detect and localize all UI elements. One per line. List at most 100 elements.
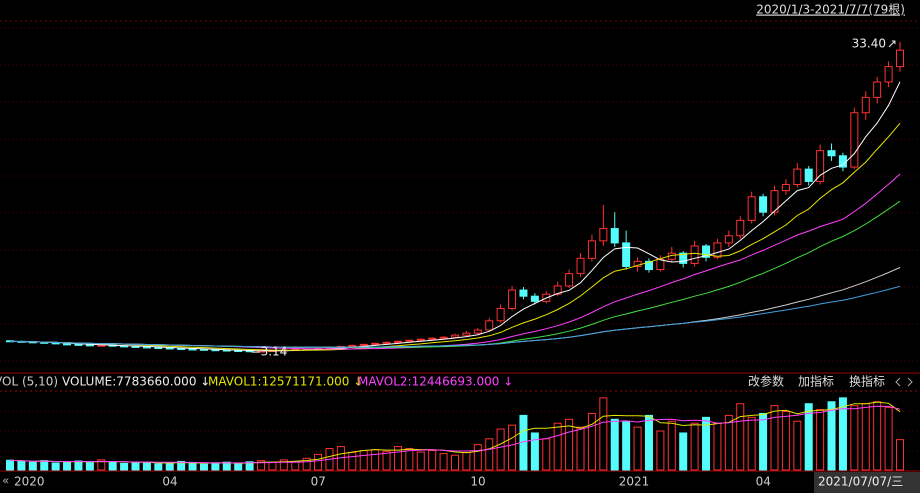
- x-tick-label: 07: [311, 475, 326, 489]
- volume-bar: [816, 409, 825, 471]
- candle-body: [827, 150, 836, 157]
- candle-body: [85, 344, 94, 347]
- volume-bar: [781, 411, 790, 471]
- candle-body: [405, 339, 414, 342]
- candle-body: [656, 258, 665, 271]
- candle-body: [599, 228, 608, 242]
- volume-bar: [222, 461, 231, 471]
- volume-bar: [690, 422, 699, 471]
- candle-body: [884, 66, 893, 83]
- volume-bar: [245, 461, 254, 471]
- volume-bar: [702, 416, 711, 471]
- x-tick-label: 2021: [619, 475, 650, 489]
- volume-bar: [485, 438, 494, 471]
- candle-body: [359, 343, 368, 346]
- candle-body: [485, 320, 494, 331]
- volume-bar: [416, 451, 425, 471]
- candle-body: [165, 347, 174, 350]
- volume-bar: [553, 422, 562, 471]
- candle-body: [142, 346, 151, 349]
- volume-bar: [40, 460, 49, 471]
- mavol-line: [9, 401, 901, 464]
- volume-bar: [656, 430, 665, 471]
- volume-bar: [770, 405, 779, 471]
- volume-bar: [462, 451, 471, 471]
- volume-bar: [428, 450, 437, 471]
- volume-bar: [108, 461, 117, 471]
- volume-bar: [165, 462, 174, 471]
- ma-line: [9, 285, 901, 348]
- candle-body: [781, 183, 790, 192]
- mavol1: MAVOL1:12571171.000 ↓: [208, 375, 363, 389]
- volume-bar: [873, 401, 882, 471]
- x-tick-label: 10: [470, 475, 485, 489]
- candle-body: [371, 342, 380, 345]
- volume-bar: [348, 451, 357, 471]
- volume-bar: [371, 449, 380, 471]
- button[interactable]: 加指标: [798, 374, 834, 389]
- button[interactable]: 改参数: [748, 374, 784, 389]
- ma-line: [9, 81, 901, 352]
- volume-bar: [302, 457, 311, 471]
- volume-bar: [142, 461, 151, 471]
- volume-bar: [28, 461, 37, 471]
- volume-bar: [6, 459, 14, 471]
- volume-bar: [473, 444, 482, 471]
- volume-bar: [120, 462, 129, 471]
- candle-body: [97, 344, 106, 347]
- candle-body: [759, 196, 768, 213]
- candle-body: [428, 337, 437, 340]
- scroll-arrows[interactable]: [895, 377, 913, 387]
- candle-body: [63, 343, 72, 346]
- candle-body: [508, 289, 517, 310]
- candle-body: [530, 295, 539, 302]
- volume-bar: [679, 432, 688, 471]
- volume-bar: [793, 420, 802, 471]
- high-label: 33.40: [852, 37, 886, 51]
- volume-bar: [633, 426, 642, 471]
- cursor-date: 2021/07/07/三: [818, 475, 903, 489]
- volume-bar: [199, 463, 208, 471]
- candle-body: [713, 242, 722, 258]
- volume-bar: [610, 418, 619, 471]
- candle-body: [348, 344, 357, 347]
- candle-body: [690, 245, 699, 264]
- volume-bar: [188, 462, 197, 471]
- volume-bar: [599, 397, 608, 471]
- volume-bar: [63, 461, 72, 471]
- candle-body: [610, 228, 619, 244]
- candle-body: [576, 257, 585, 275]
- candle-body: [462, 332, 471, 336]
- candle-body: [416, 338, 425, 341]
- volume-bar: [234, 463, 243, 471]
- candle-body: [188, 348, 197, 351]
- scroll-left[interactable]: «: [2, 474, 9, 488]
- candle-body: [382, 341, 391, 344]
- volume-bar: [713, 422, 722, 471]
- candle-body: [679, 252, 688, 264]
- volume-bar: [405, 448, 414, 471]
- volume-bar: [861, 403, 870, 471]
- candle-body: [793, 168, 802, 185]
- volume-bar: [542, 438, 551, 471]
- candle-body: [553, 285, 562, 295]
- range-label: 2020/1/3-2021/7/7(79根): [756, 3, 905, 17]
- candle-body: [519, 289, 528, 297]
- candle-body: [439, 336, 448, 339]
- candle-body: [587, 240, 596, 259]
- volume-bar: [496, 428, 505, 471]
- x-tick-label: 2020: [14, 475, 45, 489]
- volume-bar: [667, 420, 676, 471]
- button[interactable]: 换指标: [849, 374, 885, 389]
- volume-bar: [747, 416, 756, 471]
- cursor-date-box: [814, 472, 920, 493]
- mavol2: MAVOL2:12446693.000 ↓: [358, 375, 513, 389]
- volume-bar: [736, 403, 745, 471]
- candle-body: [496, 308, 505, 322]
- volume-bar: [576, 426, 585, 471]
- volume-bar: [587, 412, 596, 471]
- candle-body: [177, 347, 186, 350]
- candle-body: [724, 235, 733, 244]
- candle-body: [816, 150, 825, 182]
